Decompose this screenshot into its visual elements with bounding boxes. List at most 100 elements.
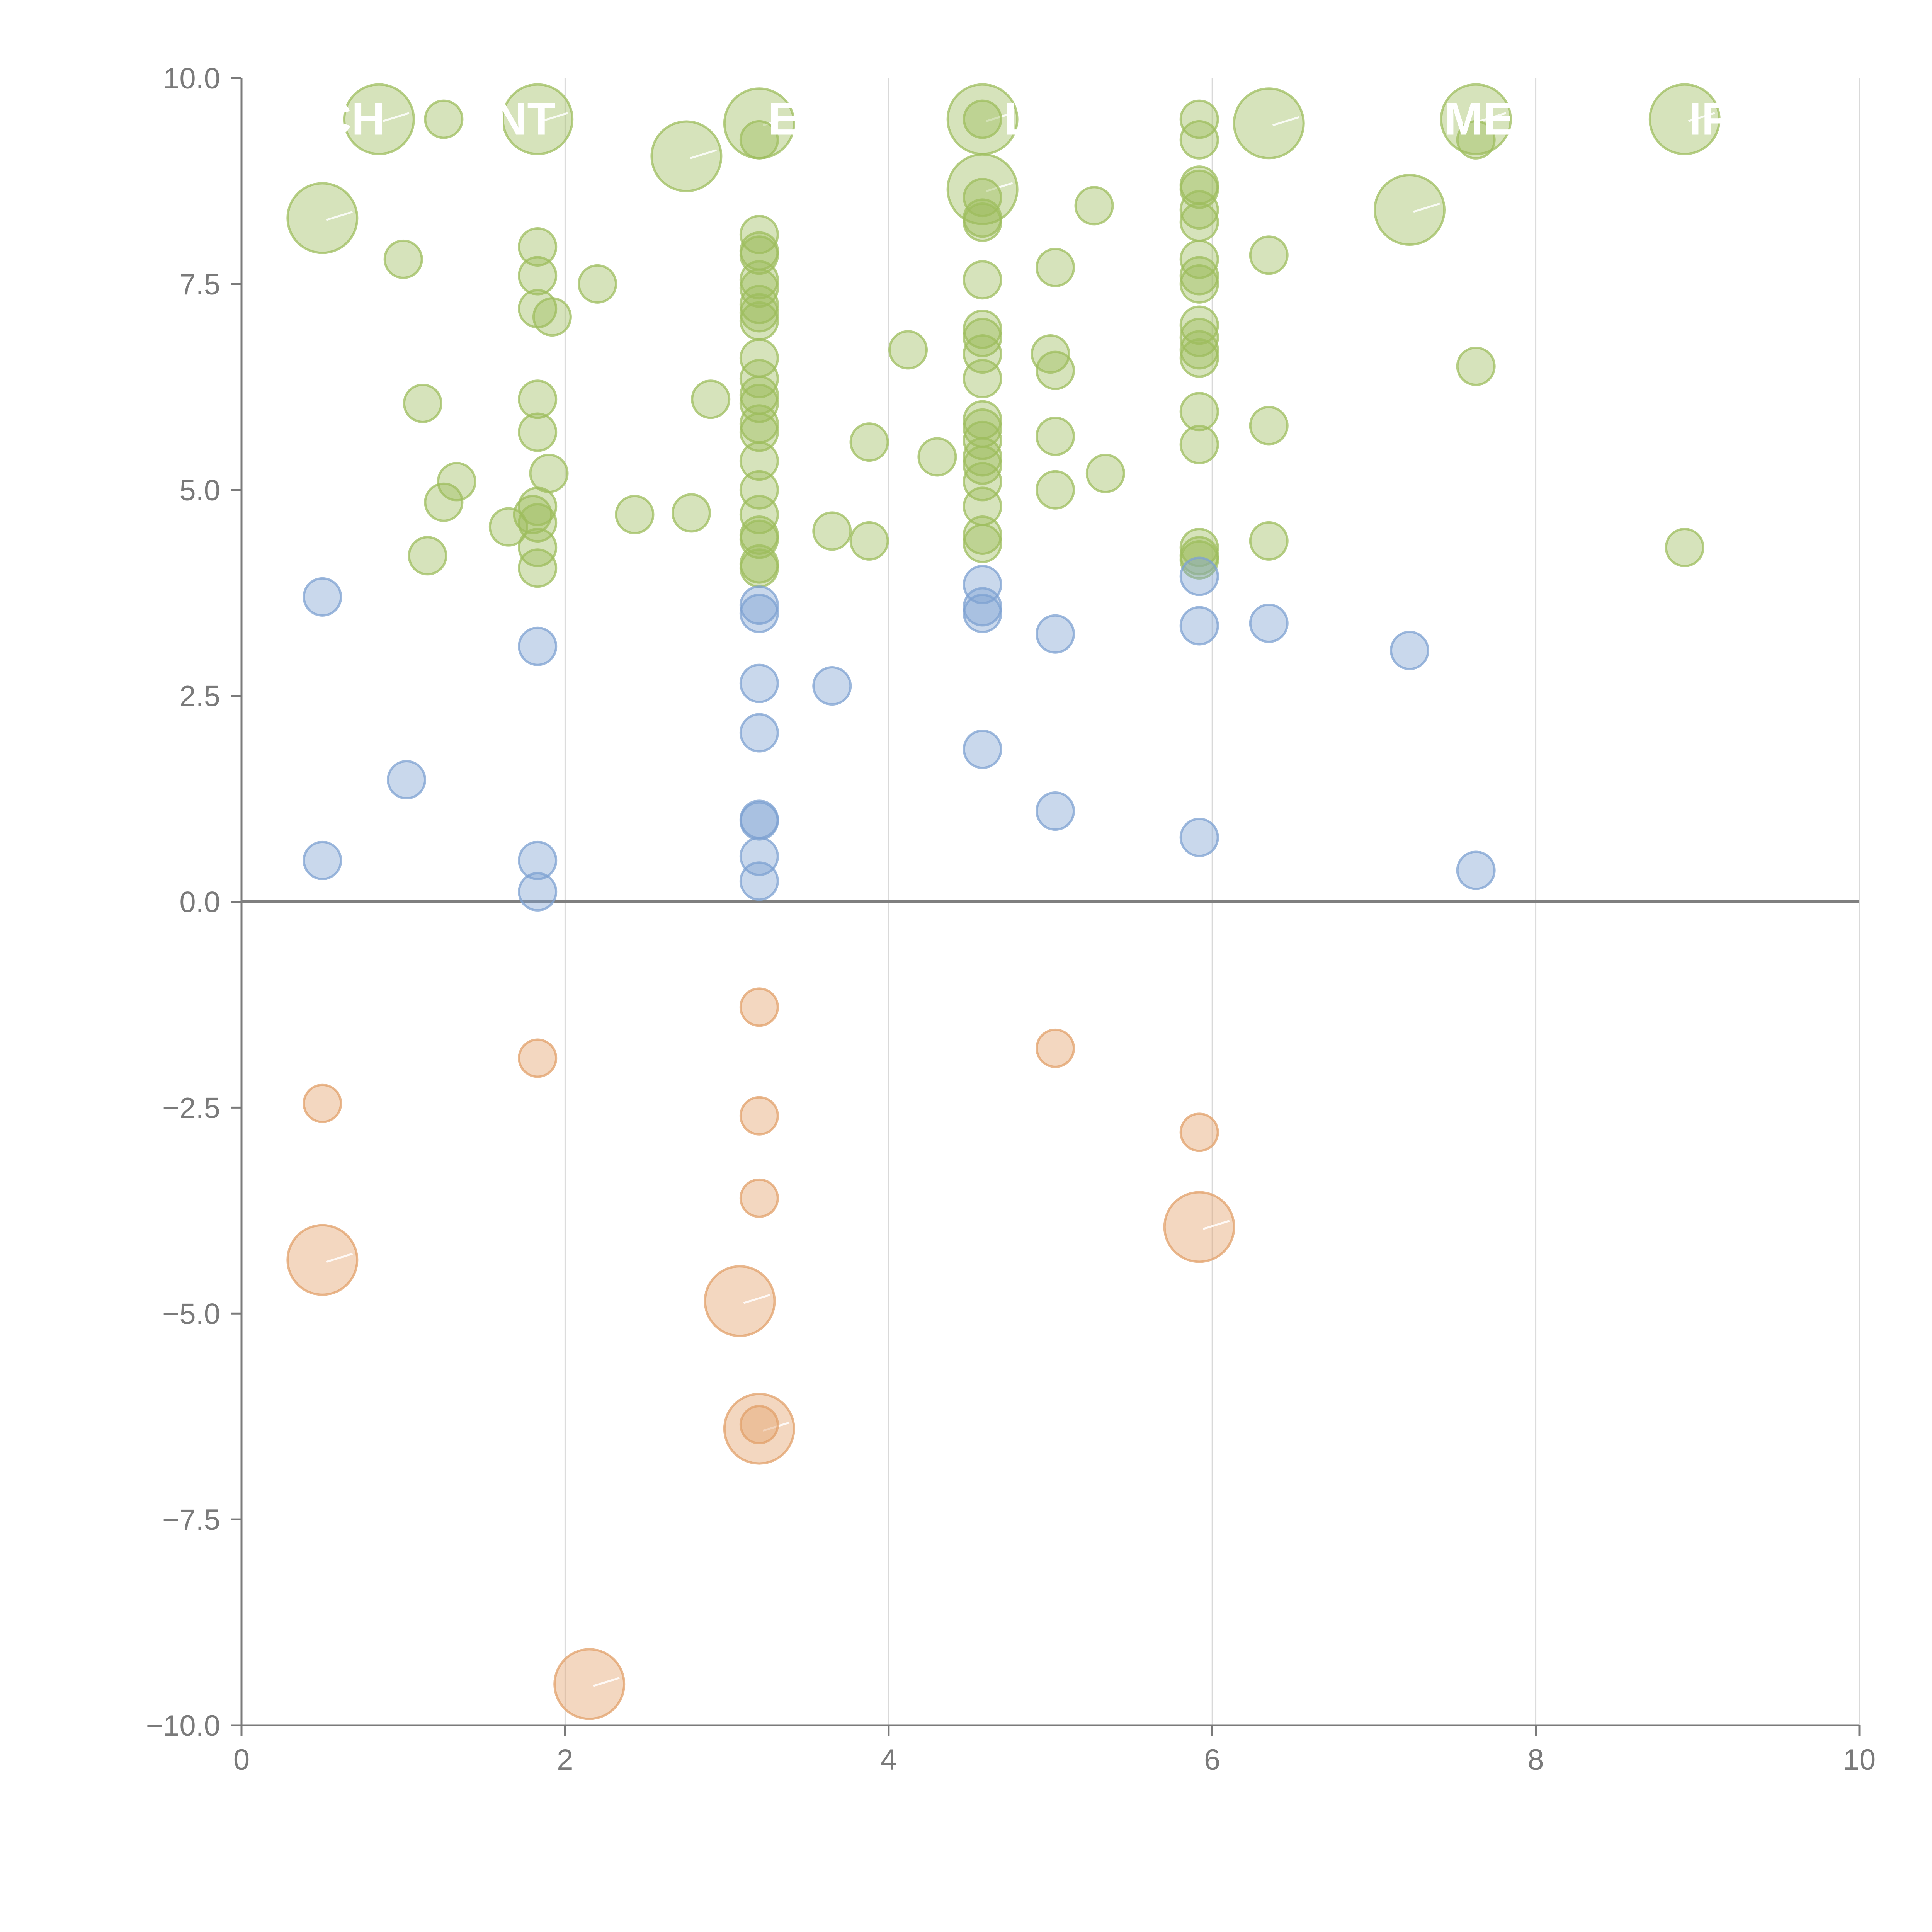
green-point — [502, 83, 574, 155]
green-point — [518, 379, 558, 419]
blue-point — [518, 872, 558, 912]
y-tick-label: 0.0 — [179, 886, 220, 919]
x-tick-label: 0 — [233, 1743, 250, 1776]
green-point — [739, 301, 779, 341]
orange-point — [553, 1648, 626, 1720]
green-point — [488, 507, 528, 547]
blue-point — [1179, 556, 1219, 596]
green-point — [1179, 202, 1219, 242]
bubble-leader-line — [541, 112, 568, 122]
blue-point — [1249, 604, 1289, 643]
green-point — [518, 412, 558, 452]
x-tick-label: 4 — [881, 1743, 897, 1776]
y-tick-label: −10.0 — [146, 1709, 220, 1742]
blue-point — [387, 760, 427, 800]
orange-point — [739, 1178, 779, 1218]
y-tick-label: 2.5 — [179, 680, 220, 713]
green-point — [963, 99, 1002, 139]
green-point — [1456, 347, 1496, 386]
orange-point — [723, 1393, 795, 1465]
green-point — [1031, 334, 1070, 374]
green-point — [578, 264, 617, 304]
blue-point — [303, 577, 342, 617]
bubble-leader-line — [986, 112, 1013, 122]
green-point — [403, 383, 442, 423]
green-point — [1036, 417, 1075, 456]
blue-point — [1036, 791, 1075, 831]
green-point — [408, 536, 447, 576]
y-tick-label: −2.5 — [162, 1092, 220, 1124]
bubble-leader-line — [1479, 112, 1507, 122]
green-point — [518, 227, 558, 267]
orange-point — [1163, 1191, 1235, 1263]
green-point — [615, 495, 655, 534]
x-tick-label: 8 — [1527, 1743, 1544, 1776]
blue-point — [1456, 850, 1496, 890]
bubble-leader-line — [1413, 202, 1440, 213]
green-point — [650, 120, 723, 192]
green-point — [963, 524, 1002, 563]
green-point — [739, 383, 779, 423]
orange-point — [1036, 1028, 1075, 1068]
green-point — [1179, 190, 1219, 230]
blue-point — [739, 585, 779, 625]
bubble-leader-line — [743, 1294, 770, 1304]
green-point — [739, 285, 779, 325]
bubble-leader-line — [326, 211, 353, 221]
green-point — [739, 548, 779, 588]
green-point — [1179, 527, 1219, 567]
blue-point — [963, 594, 1002, 633]
x-tick-label: 2 — [557, 1743, 573, 1776]
green-point — [1179, 120, 1219, 160]
green-point — [286, 182, 359, 254]
green-point — [1665, 527, 1704, 567]
data-points — [286, 83, 1721, 1720]
y-tick-label: −7.5 — [162, 1503, 220, 1536]
green-point — [1179, 425, 1219, 464]
green-point — [1249, 235, 1289, 275]
blue-point — [739, 594, 779, 633]
green-point — [739, 214, 779, 254]
y-tick-label: 10.0 — [163, 62, 220, 95]
blue-point — [1179, 606, 1219, 646]
bubble-leader-line — [690, 149, 717, 159]
bubble-leader-line — [1202, 1220, 1230, 1230]
green-point — [1179, 330, 1219, 370]
blue-point — [739, 663, 779, 703]
orange-point — [739, 987, 779, 1027]
x-tick-label: 10 — [1843, 1743, 1876, 1776]
blue-point — [1036, 614, 1075, 654]
blue-point — [1390, 631, 1430, 670]
green-point — [963, 202, 1002, 242]
green-point — [739, 441, 779, 481]
blue-point — [963, 730, 1002, 769]
blue-point — [739, 801, 779, 841]
orange-point — [1179, 1112, 1219, 1152]
category-label: IP — [1689, 93, 1732, 145]
green-point — [1456, 120, 1496, 160]
green-point — [1374, 174, 1446, 246]
green-point — [1085, 454, 1125, 493]
category-label: E — [768, 93, 799, 145]
green-point — [1036, 350, 1075, 390]
green-point — [1179, 99, 1219, 139]
y-tick-label: −5.0 — [162, 1298, 220, 1330]
green-point — [343, 83, 415, 155]
green-point — [963, 318, 1002, 357]
bubble-leader-line — [1688, 112, 1715, 122]
orange-point — [518, 1038, 558, 1078]
green-point — [424, 482, 464, 522]
green-point — [518, 527, 558, 567]
green-point — [1249, 406, 1289, 446]
green-point — [691, 379, 731, 419]
category-labels: CH NT E L ME IP — [318, 93, 1732, 145]
blue-point — [303, 840, 342, 880]
green-point — [1179, 169, 1219, 209]
bubble-leader-line — [593, 1677, 620, 1687]
green-point — [671, 493, 711, 533]
x-tick-label: 6 — [1204, 1743, 1220, 1776]
green-point — [518, 256, 558, 296]
green-point — [529, 454, 569, 493]
orange-point — [739, 1405, 779, 1445]
